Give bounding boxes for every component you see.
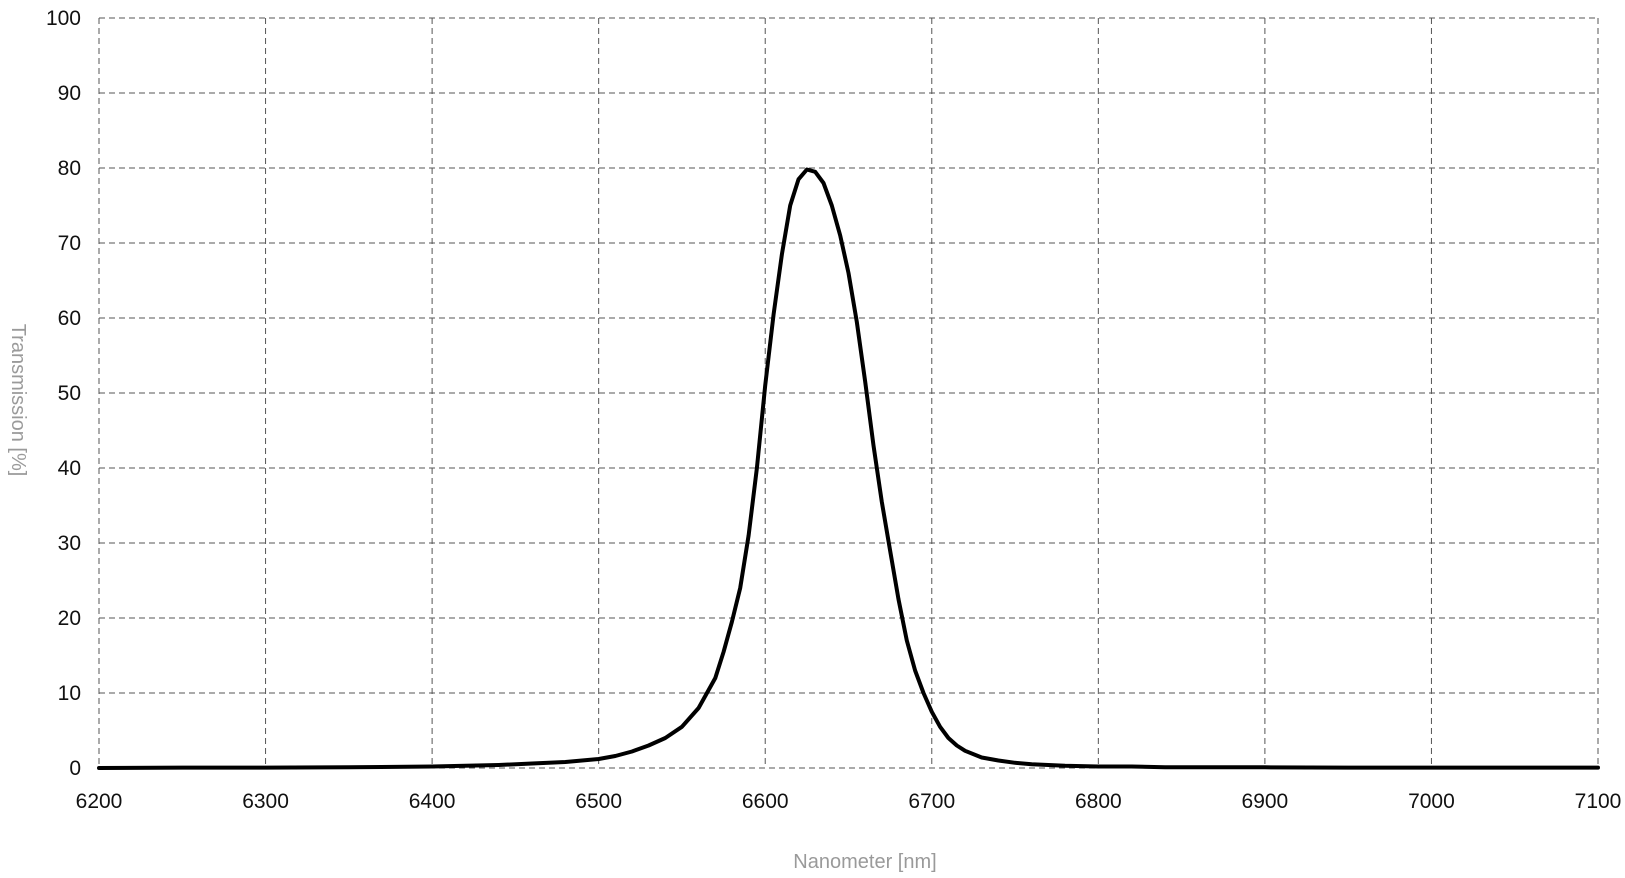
x-tick-label: 6600 bbox=[742, 790, 789, 813]
x-tick-label: 7000 bbox=[1408, 790, 1455, 813]
y-tick-labels: 0 10 20 30 40 50 60 70 80 90 100 bbox=[46, 7, 81, 780]
y-tick-label: 40 bbox=[58, 457, 81, 480]
x-tick-label: 6300 bbox=[242, 790, 289, 813]
x-tick-label: 6700 bbox=[908, 790, 955, 813]
y-tick-label: 10 bbox=[58, 682, 81, 705]
series-layer bbox=[97, 167, 1600, 770]
y-tick-label: 30 bbox=[58, 532, 81, 555]
y-tick-label: 100 bbox=[46, 7, 81, 30]
x-tick-label: 6200 bbox=[76, 790, 123, 813]
x-tick-label: 6800 bbox=[1075, 790, 1122, 813]
x-tick-label: 6400 bbox=[409, 790, 456, 813]
y-axis-title: Transmission [%] bbox=[7, 324, 29, 477]
y-tick-label: 60 bbox=[58, 307, 81, 330]
y-tick-label: 0 bbox=[69, 757, 81, 780]
y-tick-label: 80 bbox=[58, 157, 81, 180]
transmission-curve bbox=[97, 167, 1600, 770]
y-tick-label: 20 bbox=[58, 607, 81, 630]
x-tick-label: 6500 bbox=[575, 790, 622, 813]
y-tick-label: 90 bbox=[58, 82, 81, 105]
x-axis-title: Nanometer [nm] bbox=[793, 851, 936, 873]
x-tick-label: 7100 bbox=[1575, 790, 1622, 813]
y-tick-label: 50 bbox=[58, 382, 81, 405]
y-tick-label: 70 bbox=[58, 232, 81, 255]
x-tick-labels: 6200 6300 6400 6500 6600 6700 6800 6900 7000 7100 bbox=[76, 790, 1622, 813]
grid bbox=[98, 17, 1599, 769]
x-tick-label: 6900 bbox=[1242, 790, 1289, 813]
